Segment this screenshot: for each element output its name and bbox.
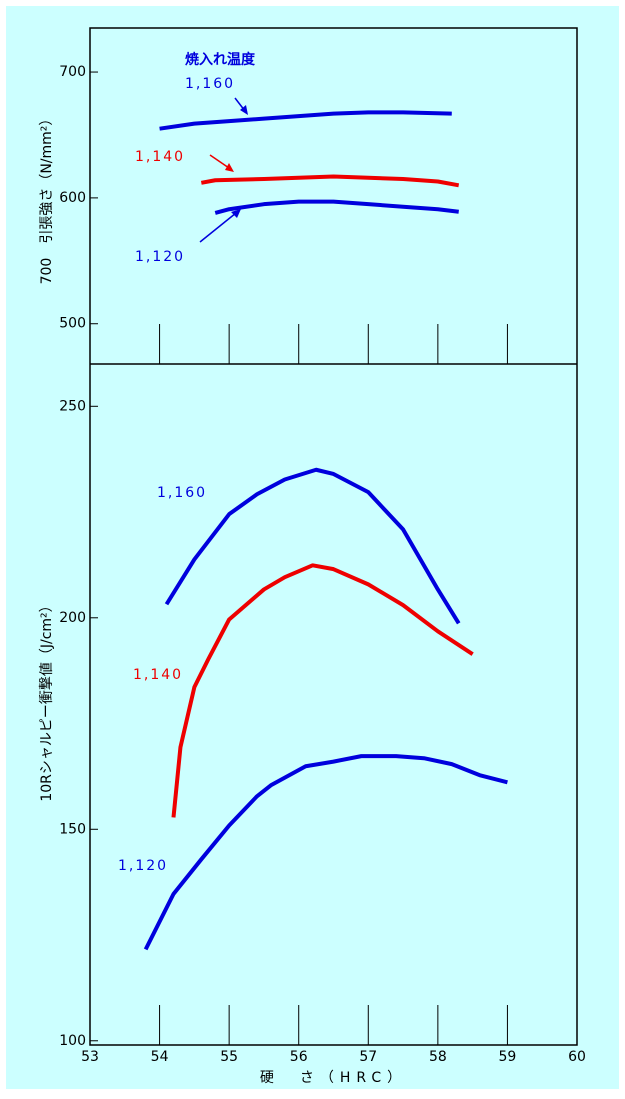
arrow-head xyxy=(231,209,241,218)
arrow-head xyxy=(240,105,248,115)
series-line xyxy=(159,110,452,131)
x-tick-label: 54 xyxy=(151,1049,169,1065)
y-tick-label: 700 xyxy=(59,64,86,80)
x-tick-label: 56 xyxy=(290,1049,308,1065)
y-tick-label: 500 xyxy=(59,316,86,332)
x-tick-label: 57 xyxy=(359,1049,377,1065)
arrow-head xyxy=(225,163,234,172)
series-line xyxy=(214,199,459,215)
y-tick-label: 150 xyxy=(59,821,86,837)
arrows xyxy=(199,97,248,243)
y-axis-label: 10Rシャルピー衝撃値（J/cm²） xyxy=(39,598,55,801)
series-label: 1,160 xyxy=(157,485,207,501)
series-label: 1,140 xyxy=(133,667,183,683)
series-line xyxy=(143,754,508,951)
series-label: 1,120 xyxy=(135,249,185,265)
arrow xyxy=(199,212,237,243)
y-axis-label: 700 引張強さ（N/mm²） xyxy=(39,112,55,285)
y-tick-label: 200 xyxy=(59,610,86,626)
series-line xyxy=(171,563,474,818)
y-tick-label: 600 xyxy=(59,190,86,206)
series-line xyxy=(164,467,461,625)
x-tick-label: 60 xyxy=(568,1049,586,1065)
background xyxy=(6,6,619,1089)
legend-title: 焼入れ温度 xyxy=(185,51,256,68)
series-label: 1,120 xyxy=(118,858,168,874)
x-tick-label: 53 xyxy=(81,1049,99,1065)
x-tick-label: 59 xyxy=(499,1049,517,1065)
plot-frame xyxy=(89,27,578,1046)
y-tick-label: 250 xyxy=(59,398,86,414)
y-tick-label: 100 xyxy=(59,1033,86,1049)
series-label: 1,140 xyxy=(135,149,185,165)
x-axis-label: 硬 さ（HRC） xyxy=(260,1070,407,1086)
x-tick-label: 58 xyxy=(429,1049,447,1065)
series-label: 1,160 xyxy=(185,76,235,92)
arrow xyxy=(209,154,230,169)
series-line xyxy=(200,174,460,188)
x-tick-label: 55 xyxy=(220,1049,238,1065)
